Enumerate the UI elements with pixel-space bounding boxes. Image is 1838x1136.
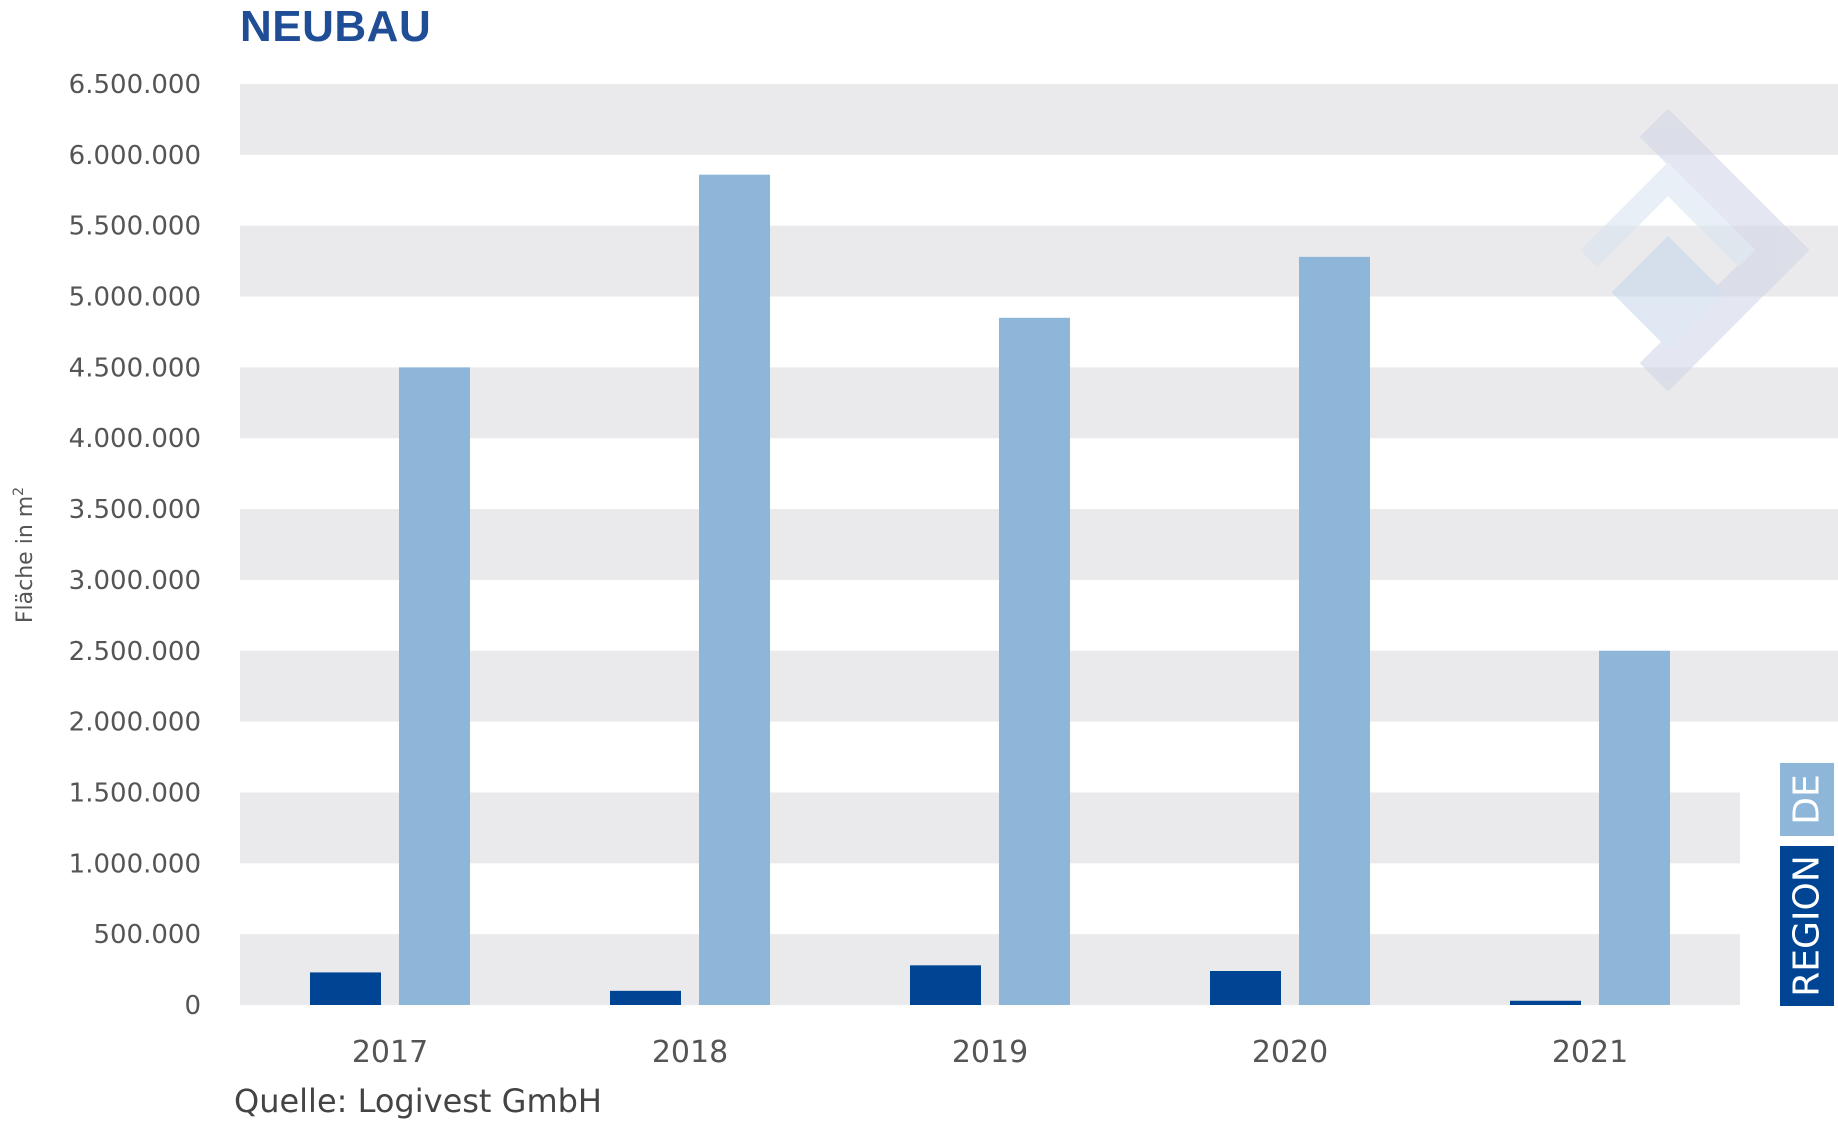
y-tick-label: 3.500.000 (69, 495, 201, 525)
y-tick-label: 2.000.000 (69, 708, 201, 738)
bar-region-2017 (310, 972, 381, 1005)
bar-de-2021 (1599, 650, 1670, 1005)
legend-label-de: DE (1787, 774, 1828, 824)
x-axis-ticks: 2017 2018 2019 2020 2021 (352, 1035, 1628, 1070)
legend: DE REGION (1780, 763, 1834, 1006)
bar-de-2017 (399, 367, 470, 1005)
x-tick-label: 2018 (652, 1035, 728, 1070)
y-tick-label: 6.500.000 (69, 70, 201, 100)
y-tick-label: 5.500.000 (69, 212, 201, 242)
y-tick-label: 6.000.000 (69, 141, 201, 171)
bar-region-2018 (610, 990, 681, 1005)
y-tick-label: 0 (184, 991, 201, 1021)
bar-de-2018 (699, 174, 770, 1005)
y-tick-label: 4.500.000 (69, 353, 201, 383)
bar-de-2020 (1299, 256, 1370, 1005)
y-tick-label: 500.000 (93, 920, 201, 950)
source-note: Quelle: Logivest GmbH (234, 1082, 602, 1120)
legend-swatch-de (1780, 763, 1834, 836)
grid-band (240, 792, 1740, 864)
y-axis-label: Fläche in m2 (11, 487, 38, 623)
y-tick-label: 4.000.000 (69, 424, 201, 454)
y-tick-label: 2.500.000 (69, 637, 201, 667)
y-tick-label: 3.000.000 (69, 566, 201, 596)
bars (310, 174, 1670, 1005)
x-tick-label: 2021 (1552, 1035, 1628, 1070)
bar-de-2019 (999, 317, 1070, 1005)
x-tick-label: 2019 (952, 1035, 1028, 1070)
y-tick-label: 1.000.000 (69, 849, 201, 879)
x-tick-label: 2020 (1252, 1035, 1328, 1070)
x-tick-label: 2017 (352, 1035, 428, 1070)
y-axis-ticks: 0 500.000 1.000.000 1.500.000 2.000.000 2.500… (69, 70, 201, 1021)
grid-band (240, 934, 1740, 1005)
bar-region-2021 (1510, 1000, 1581, 1005)
legend-label-region: REGION (1787, 855, 1828, 997)
bar-region-2019 (910, 965, 981, 1005)
legend-swatch-region (1780, 846, 1834, 1006)
y-tick-label: 1.500.000 (69, 778, 201, 808)
y-tick-label: 5.000.000 (69, 283, 201, 313)
chart-title: NEUBAU (240, 2, 432, 51)
grid-band (240, 84, 1838, 155)
grid-band (240, 225, 1838, 297)
bar-region-2020 (1210, 970, 1281, 1005)
